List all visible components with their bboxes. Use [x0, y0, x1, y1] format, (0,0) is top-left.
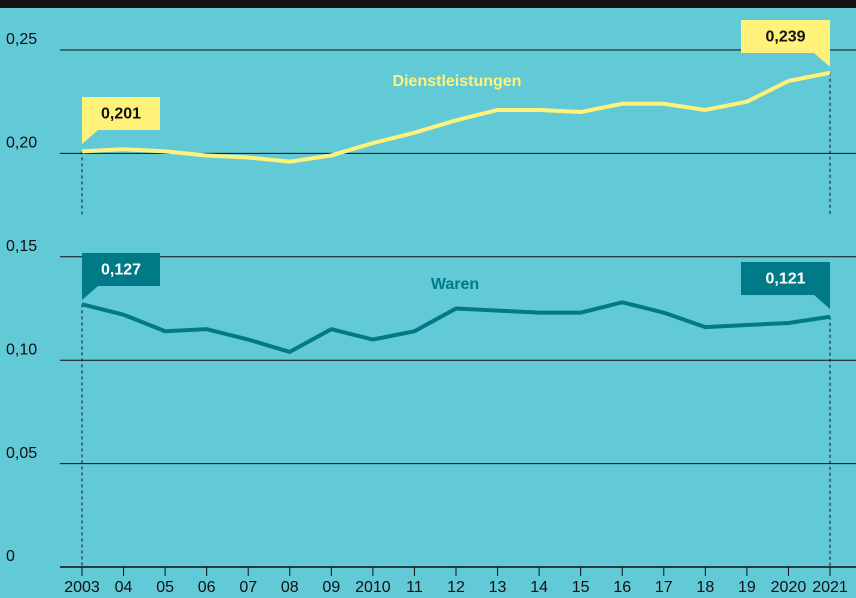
x-tick-label: 2003	[64, 579, 100, 596]
value-label-pointer	[82, 286, 98, 300]
value-label: 0,127	[101, 262, 141, 279]
y-tick-label: 0,15	[6, 238, 37, 255]
value-label-pointer	[814, 53, 830, 67]
x-tick-label: 15	[572, 579, 590, 596]
x-tick-label: 13	[489, 579, 507, 596]
x-tick-label: 11	[406, 579, 423, 596]
value-label-pointer	[814, 295, 830, 309]
series-name: Waren	[431, 276, 479, 293]
x-tick-label: 2010	[355, 579, 391, 596]
value-label: 0,121	[765, 271, 805, 288]
series-name: Dienstleistungen	[393, 73, 522, 90]
value-label-box	[741, 262, 830, 295]
top-bar	[0, 0, 856, 8]
x-tick-label: 04	[115, 579, 133, 596]
x-tick-label: 2021	[812, 579, 848, 596]
x-tick-label: 2020	[771, 579, 807, 596]
x-tick-label: 19	[738, 579, 756, 596]
x-tick-label: 06	[198, 579, 216, 596]
y-tick-label: 0,25	[6, 31, 37, 48]
x-tick-label: 18	[696, 579, 714, 596]
value-label: 0,201	[101, 106, 141, 123]
y-tick-label: 0,05	[6, 445, 37, 462]
series-line	[81, 70, 831, 164]
x-tick-label: 16	[613, 579, 631, 596]
y-tick-label: 0,10	[6, 341, 37, 358]
value-label-box	[82, 253, 160, 286]
value-label-box	[741, 20, 830, 53]
value-label-pointer	[82, 130, 98, 144]
x-tick-label: 17	[655, 579, 673, 596]
x-tick-label: 12	[447, 579, 465, 596]
value-label-box	[82, 97, 160, 130]
x-tick-label: 14	[530, 579, 548, 596]
x-tick-label: 07	[239, 579, 257, 596]
series-line	[81, 300, 831, 354]
y-tick-label: 0,20	[6, 135, 37, 152]
x-tick-label: 08	[281, 579, 299, 596]
x-tick-label: 05	[156, 579, 174, 596]
value-label: 0,239	[765, 29, 805, 46]
x-tick-label: 09	[322, 579, 340, 596]
y-tick-label: 0	[6, 548, 15, 565]
